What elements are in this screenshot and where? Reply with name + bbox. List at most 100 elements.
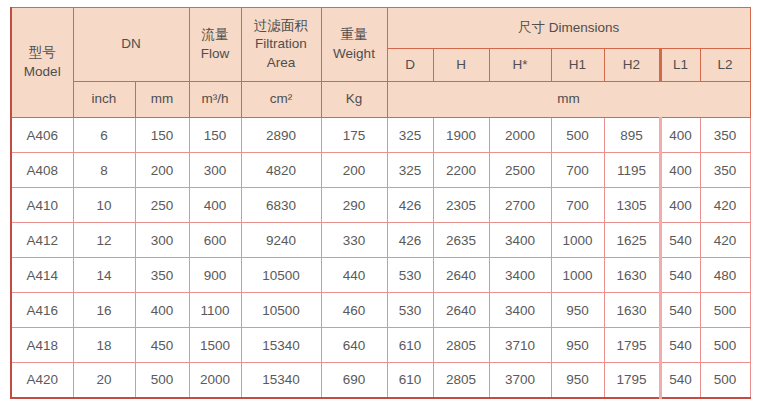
l2-cell: 420 (700, 188, 750, 223)
spec-table: 型号 Model DN 流量 Flow 过滤面积 Filtration Area… (10, 7, 751, 399)
model-cell: A408 (11, 153, 73, 188)
inch-cell: 10 (73, 188, 135, 223)
header-dim-hstar: H* (489, 49, 551, 82)
weight-cell: 200 (321, 153, 387, 188)
d-cell: 325 (387, 153, 433, 188)
l1-cell: 540 (660, 223, 700, 258)
h1-cell: 700 (551, 188, 604, 223)
spec-sheet-page: 型号 Model DN 流量 Flow 过滤面积 Filtration Area… (0, 0, 763, 410)
h1-cell: 950 (551, 293, 604, 328)
l2-cell: 350 (700, 153, 750, 188)
header-model-en: Model (14, 63, 71, 81)
mm-cell: 200 (135, 153, 189, 188)
model-cell: A416 (11, 293, 73, 328)
l2-cell: 420 (700, 223, 750, 258)
h2-cell: 1625 (604, 223, 660, 258)
header-flow: 流量 Flow (189, 8, 241, 82)
mm-cell: 250 (135, 188, 189, 223)
weight-cell: 175 (321, 118, 387, 153)
h-star-cell: 3700 (489, 363, 551, 398)
d-cell: 610 (387, 363, 433, 398)
header-weight-en: Weight (324, 45, 385, 63)
weight-cell: 440 (321, 258, 387, 293)
table-row: A408820030048202003252200250070011954003… (11, 153, 750, 188)
d-cell: 325 (387, 118, 433, 153)
header-weight-zh: 重量 (324, 26, 385, 44)
flow-cell: 400 (189, 188, 241, 223)
inch-cell: 12 (73, 223, 135, 258)
l2-cell: 500 (700, 293, 750, 328)
area-cell: 10500 (241, 293, 321, 328)
table-body: A406615015028901753251900200050089540035… (11, 118, 750, 398)
mm-cell: 500 (135, 363, 189, 398)
table-row: A416164001100105004605302640340095016305… (11, 293, 750, 328)
flow-cell: 150 (189, 118, 241, 153)
header-model: 型号 Model (11, 8, 73, 118)
l2-cell: 350 (700, 118, 750, 153)
header-dn: DN (73, 8, 189, 82)
weight-cell: 460 (321, 293, 387, 328)
unit-inch: inch (73, 82, 135, 118)
h2-cell: 895 (604, 118, 660, 153)
l1-cell: 540 (660, 293, 700, 328)
mm-cell: 350 (135, 258, 189, 293)
header-model-zh: 型号 (14, 44, 71, 62)
table-header: 型号 Model DN 流量 Flow 过滤面积 Filtration Area… (11, 8, 750, 118)
weight-cell: 640 (321, 328, 387, 363)
area-cell: 9240 (241, 223, 321, 258)
model-cell: A406 (11, 118, 73, 153)
h1-cell: 950 (551, 363, 604, 398)
unit-mm: mm (135, 82, 189, 118)
h1-cell: 500 (551, 118, 604, 153)
unit-dimensions: mm (387, 82, 750, 118)
h1-cell: 950 (551, 328, 604, 363)
h-cell: 2805 (433, 328, 489, 363)
area-cell: 15340 (241, 328, 321, 363)
flow-cell: 600 (189, 223, 241, 258)
area-cell: 10500 (241, 258, 321, 293)
header-flow-en: Flow (192, 45, 239, 63)
header-dim-h: H (433, 49, 489, 82)
h2-cell: 1630 (604, 293, 660, 328)
h-star-cell: 3710 (489, 328, 551, 363)
table-row: A406615015028901753251900200050089540035… (11, 118, 750, 153)
h1-cell: 1000 (551, 223, 604, 258)
h2-cell: 1195 (604, 153, 660, 188)
mm-cell: 400 (135, 293, 189, 328)
l1-cell: 540 (660, 328, 700, 363)
area-cell: 2890 (241, 118, 321, 153)
h-star-cell: 3400 (489, 258, 551, 293)
table-row: A412123006009240330426263534001000162554… (11, 223, 750, 258)
header-dim-l1: L1 (660, 49, 700, 82)
l1-cell: 400 (660, 118, 700, 153)
d-cell: 530 (387, 293, 433, 328)
h2-cell: 1795 (604, 363, 660, 398)
inch-cell: 14 (73, 258, 135, 293)
weight-cell: 690 (321, 363, 387, 398)
unit-flow: m³/h (189, 82, 241, 118)
l2-cell: 480 (700, 258, 750, 293)
unit-area: cm² (241, 82, 321, 118)
l1-cell: 540 (660, 258, 700, 293)
mm-cell: 150 (135, 118, 189, 153)
h-cell: 2805 (433, 363, 489, 398)
h2-cell: 1630 (604, 258, 660, 293)
flow-cell: 1100 (189, 293, 241, 328)
d-cell: 426 (387, 223, 433, 258)
model-cell: A414 (11, 258, 73, 293)
unit-weight: Kg (321, 82, 387, 118)
d-cell: 610 (387, 328, 433, 363)
header-dim-h2: H2 (604, 49, 660, 82)
inch-cell: 20 (73, 363, 135, 398)
table-row: A420205002000153406906102805370095017955… (11, 363, 750, 398)
header-dim-l2: L2 (700, 49, 750, 82)
header-dim-h1: H1 (551, 49, 604, 82)
flow-cell: 1500 (189, 328, 241, 363)
header-weight: 重量 Weight (321, 8, 387, 82)
header-dim-d: D (387, 49, 433, 82)
inch-cell: 8 (73, 153, 135, 188)
header-row-units: inch mm m³/h cm² Kg mm (11, 82, 750, 118)
header-dimensions-zh: 尺寸 (518, 20, 545, 35)
header-filtration-area: 过滤面积 Filtration Area (241, 8, 321, 82)
header-dimensions-en: Dimensions (549, 20, 620, 35)
